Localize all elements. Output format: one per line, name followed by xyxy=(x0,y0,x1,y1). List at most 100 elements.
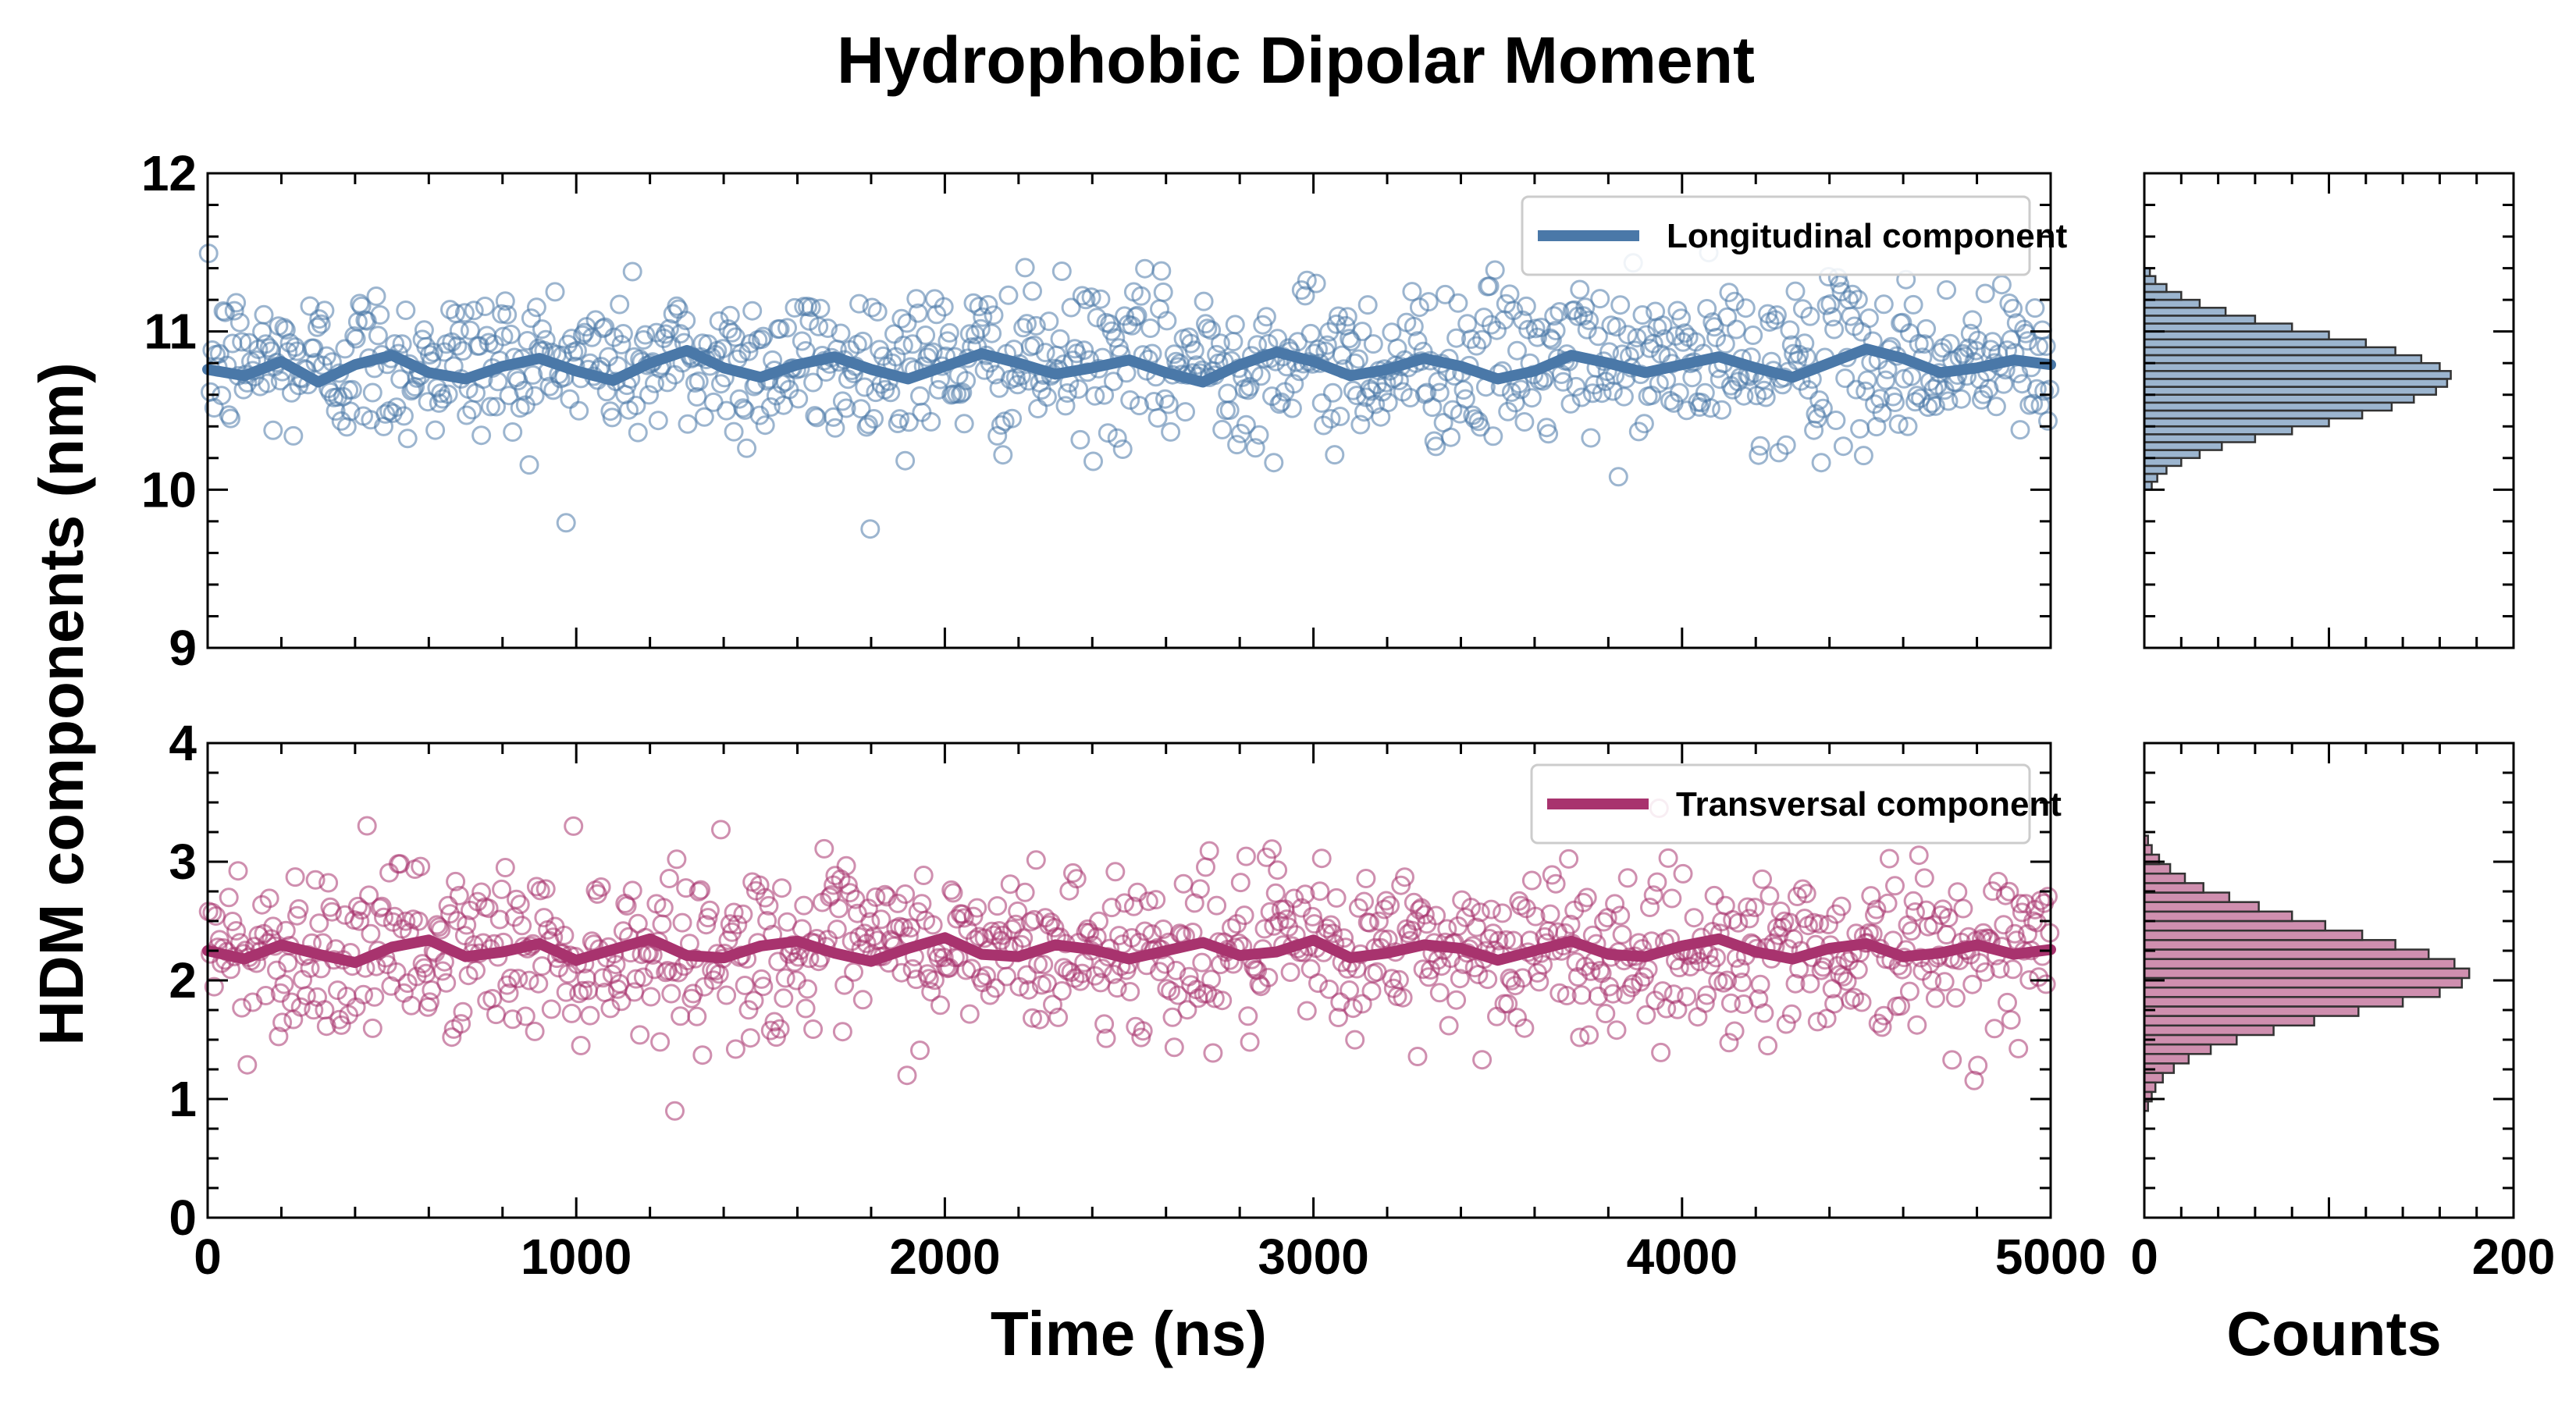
longitudinal-scatter-point xyxy=(867,301,888,322)
longitudinal-histogram-bar xyxy=(2143,433,2257,443)
longitudinal-scatter-point xyxy=(1461,329,1481,349)
longitudinal-scatter-point xyxy=(1094,385,1115,405)
transversal-scatter-point xyxy=(954,908,974,928)
x-tick-label: 0 xyxy=(194,1229,222,1285)
transversal-scatter-point xyxy=(471,882,492,902)
transversal-scatter-point xyxy=(717,985,737,1005)
transversal-scatter-point xyxy=(1319,979,1340,999)
transversal-scatter-point xyxy=(934,948,954,968)
transversal-scatter-point xyxy=(1873,1005,1894,1026)
longitudinal-scatter-point xyxy=(1069,379,1089,399)
longitudinal-scatter-point xyxy=(1264,453,1284,473)
transversal-scatter-point xyxy=(1658,848,1678,868)
longitudinal-scatter-point xyxy=(1271,392,1291,412)
longitudinal-scatter-point xyxy=(1617,325,1638,345)
longitudinal-scatter-point xyxy=(1131,286,1151,306)
longitudinal-scatter-point xyxy=(393,406,414,426)
longitudinal-scatter-point xyxy=(973,307,993,327)
transversal-scatter-point xyxy=(2001,1010,2021,1030)
longitudinal-scatter-point xyxy=(308,317,327,337)
longitudinal-scatter-point xyxy=(1575,297,1596,318)
transversal-legend: Transversal component xyxy=(1530,763,2062,845)
longitudinal-scatter-point xyxy=(573,325,592,345)
transversal-scatter-point xyxy=(760,1020,781,1040)
transversal-scatter-point xyxy=(1164,1037,1184,1058)
transversal-scatter-point xyxy=(526,877,546,897)
transversal-scatter-point xyxy=(906,969,927,990)
transversal-scatter-point xyxy=(300,958,320,978)
longitudinal-scatter-point xyxy=(1999,293,2019,313)
transversal-scatter-point xyxy=(1343,998,1363,1019)
transversal-scatter-point xyxy=(374,907,393,927)
transversal-scatter-point xyxy=(827,919,847,940)
transversal-scatter-point xyxy=(1575,956,1596,976)
transversal-scatter-point xyxy=(259,888,279,909)
longitudinal-scatter-point xyxy=(438,384,458,404)
transversal-scatter-point xyxy=(1023,1008,1042,1028)
longitudinal-scatter-point xyxy=(283,425,304,446)
transversal-scatter-point xyxy=(1841,990,1861,1010)
transversal-scatter-point xyxy=(1785,973,1806,994)
transversal-scatter-point xyxy=(1514,1018,1535,1038)
longitudinal-scatter-point xyxy=(526,297,546,318)
longitudinal-scatter-point xyxy=(1467,336,1486,356)
transversal-scatter-point xyxy=(451,1014,471,1034)
longitudinal-scatter-point xyxy=(523,365,543,385)
transversal-scatter-point xyxy=(656,962,676,983)
longitudinal-scatter-point xyxy=(1325,445,1345,465)
hist-x-tick-label: 0 xyxy=(2130,1229,2158,1285)
transversal-scatter-point xyxy=(1489,930,1509,951)
transversal-scatter-point xyxy=(795,998,816,1019)
transversal-scatter-point xyxy=(1995,885,2016,905)
longitudinal-scatter-point xyxy=(676,311,696,331)
transversal-scatter-point xyxy=(1885,876,1905,896)
longitudinal-y-tick-label: 10 xyxy=(141,461,197,518)
longitudinal-scatter-point xyxy=(475,297,495,316)
transversal-scatter-point xyxy=(1372,929,1393,949)
longitudinal-scatter-point xyxy=(201,382,220,402)
transversal-scatter-point xyxy=(322,902,342,922)
longitudinal-histogram-bar xyxy=(2143,464,2168,475)
longitudinal-scatter-point xyxy=(895,450,916,471)
longitudinal-scatter-point xyxy=(1546,321,1566,340)
longitudinal-scatter-point xyxy=(998,285,1019,305)
transversal-scatter-point xyxy=(1204,988,1225,1008)
transversal-scatter-point xyxy=(1414,905,1435,925)
longitudinal-scatter-point xyxy=(969,297,989,317)
longitudinal-scatter-point xyxy=(1991,275,2012,295)
transversal-legend-box xyxy=(1530,763,2031,845)
longitudinal-scatter-point xyxy=(1500,284,1520,304)
longitudinal-scatter-point xyxy=(1826,411,1846,430)
transversal-scatter-point xyxy=(1643,885,1663,905)
transversal-scatter-point xyxy=(1560,914,1581,934)
transversal-scatter-point xyxy=(985,978,1005,998)
transversal-scatter-point xyxy=(370,898,390,918)
transversal-scatter-point xyxy=(1540,904,1560,924)
transversal-histogram-bar xyxy=(2143,863,2172,875)
transversal-scatter-point xyxy=(1837,971,1857,991)
transversal-scatter-point xyxy=(1879,848,1899,869)
longitudinal-scatter-point xyxy=(1704,317,1724,337)
longitudinal-scatter-point xyxy=(1968,330,1988,350)
transversal-scatter-point xyxy=(1439,1016,1459,1036)
longitudinal-scatter-point xyxy=(447,336,468,356)
transversal-scatter-point xyxy=(753,976,774,997)
transversal-histogram-bar xyxy=(2143,929,2364,941)
transversal-histogram-bar xyxy=(2143,901,2260,913)
transversal-scatter-point xyxy=(1317,918,1337,938)
longitudinal-scatter-point xyxy=(825,418,845,438)
longitudinal-scatter-point xyxy=(1975,283,1995,304)
longitudinal-scatter-point xyxy=(1317,335,1337,355)
longitudinal-scatter-point xyxy=(375,404,396,424)
transversal-scatter-point xyxy=(1268,860,1288,880)
transversal-scatter-point xyxy=(1581,961,1601,981)
transversal-scatter-point xyxy=(357,816,377,836)
transversal-scatter-point xyxy=(667,849,687,870)
longitudinal-scatter-point xyxy=(229,312,250,333)
longitudinal-scatter-point xyxy=(1429,382,1450,403)
longitudinal-scatter-point xyxy=(270,371,290,391)
longitudinal-histogram-bar xyxy=(2143,361,2441,372)
longitudinal-scatter-point xyxy=(1122,315,1142,336)
transversal-scatter-point xyxy=(825,866,845,886)
transversal-scatter-point xyxy=(1276,909,1297,930)
